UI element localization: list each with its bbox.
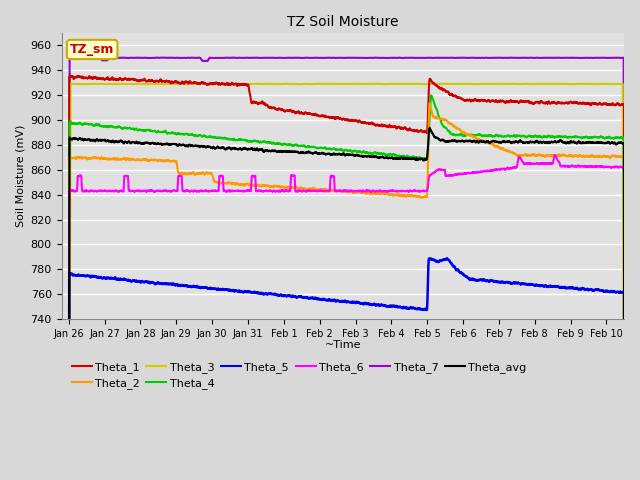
Theta_5 <box>610 288 618 294</box>
Theta_6 <box>610 164 618 169</box>
Theta_3 <box>128 81 136 87</box>
Theta_avg <box>302 150 310 156</box>
Theta_1 <box>278 107 286 113</box>
Theta_4 <box>161 128 169 134</box>
Theta_4 <box>128 126 136 132</box>
X-axis label: ~Time: ~Time <box>324 340 361 350</box>
Theta_6 <box>161 188 169 193</box>
Theta_4 <box>610 135 618 141</box>
Theta_7 <box>610 55 618 60</box>
Line: Theta_7: Theta_7 <box>68 58 625 480</box>
Theta_2 <box>426 100 433 106</box>
Line: Theta_6: Theta_6 <box>68 155 625 480</box>
Y-axis label: Soil Moisture (mV): Soil Moisture (mV) <box>15 125 25 227</box>
Theta_5 <box>161 281 169 287</box>
Line: Theta_5: Theta_5 <box>68 258 625 480</box>
Theta_5 <box>128 278 136 284</box>
Theta_avg <box>128 139 136 145</box>
Line: Theta_avg: Theta_avg <box>68 128 625 480</box>
Theta_2 <box>128 156 136 162</box>
Theta_7 <box>161 55 169 60</box>
Theta_3 <box>550 81 557 87</box>
Line: Theta_1: Theta_1 <box>68 76 625 480</box>
Theta_3 <box>434 81 442 86</box>
Theta_4 <box>278 142 285 148</box>
Theta_5 <box>550 284 557 289</box>
Theta_6 <box>278 188 285 193</box>
Theta_7 <box>128 55 136 60</box>
Theta_4 <box>550 134 557 140</box>
Theta_7 <box>228 55 236 60</box>
Theta_3 <box>302 81 310 87</box>
Theta_6 <box>302 189 310 194</box>
Theta_1 <box>302 110 310 116</box>
Theta_1 <box>161 79 169 84</box>
Line: Theta_3: Theta_3 <box>68 84 625 480</box>
Theta_avg <box>426 125 433 131</box>
Theta_7 <box>302 55 310 60</box>
Theta_avg <box>278 149 285 155</box>
Theta_7 <box>278 55 286 61</box>
Theta_1 <box>610 102 618 108</box>
Theta_3 <box>610 81 618 87</box>
Theta_2 <box>302 186 310 192</box>
Theta_2 <box>550 153 557 159</box>
Theta_4 <box>428 93 435 98</box>
Theta_5 <box>443 255 451 261</box>
Theta_3 <box>161 81 169 87</box>
Theta_2 <box>610 153 618 158</box>
Theta_1 <box>67 73 75 79</box>
Theta_4 <box>302 144 310 150</box>
Theta_2 <box>278 183 285 189</box>
Legend: Theta_1, Theta_2, Theta_3, Theta_4, Theta_5, Theta_6, Theta_7, Theta_avg: Theta_1, Theta_2, Theta_3, Theta_4, Thet… <box>67 358 531 394</box>
Theta_avg <box>610 140 618 146</box>
Theta_1 <box>129 76 136 82</box>
Theta_6 <box>128 188 136 194</box>
Theta_7 <box>550 55 557 60</box>
Theta_3 <box>278 81 285 87</box>
Line: Theta_4: Theta_4 <box>68 96 625 480</box>
Title: TZ Soil Moisture: TZ Soil Moisture <box>287 15 399 29</box>
Theta_6 <box>551 152 559 158</box>
Theta_6 <box>621 432 628 438</box>
Theta_5 <box>278 293 285 299</box>
Theta_avg <box>550 139 557 144</box>
Theta_2 <box>161 158 169 164</box>
Theta_5 <box>302 294 310 300</box>
Theta_avg <box>161 142 169 147</box>
Theta_6 <box>550 156 557 162</box>
Theta_1 <box>550 99 557 105</box>
Text: TZ_sm: TZ_sm <box>70 43 115 56</box>
Line: Theta_2: Theta_2 <box>68 103 625 480</box>
